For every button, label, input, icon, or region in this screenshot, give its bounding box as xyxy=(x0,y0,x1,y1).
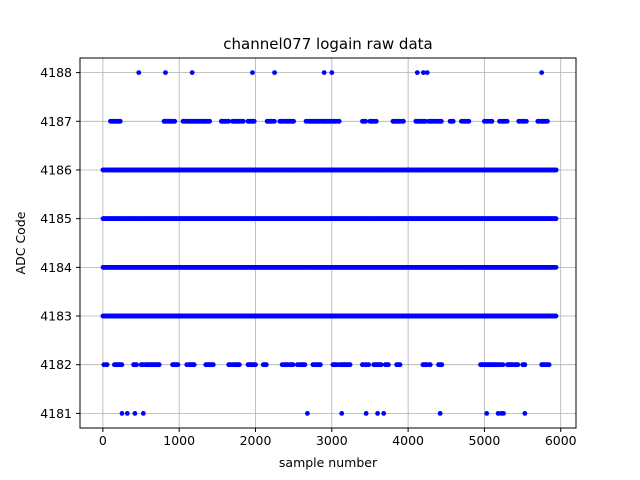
data-point xyxy=(381,410,387,416)
data-point xyxy=(424,70,430,76)
data-point xyxy=(140,410,146,416)
y-tick-label: 4181 xyxy=(40,406,72,421)
y-tick-label: 4185 xyxy=(40,211,72,226)
x-tick-label: 0 xyxy=(99,433,107,448)
y-tick-label: 4186 xyxy=(40,162,72,177)
data-point xyxy=(321,70,327,76)
data-point xyxy=(546,362,552,368)
data-point xyxy=(422,118,428,124)
data-point xyxy=(553,313,559,319)
x-tick-label: 6000 xyxy=(545,433,577,448)
data-point xyxy=(363,410,369,416)
data-point xyxy=(207,118,213,124)
y-tick-label: 4188 xyxy=(40,65,72,80)
data-point xyxy=(119,362,125,368)
data-point xyxy=(132,410,138,416)
axis-ticks: 0 1000 2000 3000 4000 5000 6000 4181 4182 4183 418… xyxy=(40,65,577,448)
data-point xyxy=(189,70,195,76)
data-point xyxy=(397,362,403,368)
data-point xyxy=(317,362,323,368)
data-point xyxy=(251,118,257,124)
y-tick-label: 4187 xyxy=(40,114,72,129)
data-point xyxy=(175,362,181,368)
data-point xyxy=(427,362,433,368)
data-point xyxy=(191,362,197,368)
data-point xyxy=(172,118,178,124)
data-point xyxy=(522,362,528,368)
y-tick-label: 4182 xyxy=(40,357,72,372)
x-tick-label: 4000 xyxy=(392,433,424,448)
data-point xyxy=(117,118,123,124)
data-point xyxy=(226,118,231,124)
data-point xyxy=(522,410,528,416)
data-point xyxy=(439,362,445,368)
data-point xyxy=(553,216,559,222)
data-point xyxy=(263,362,269,368)
y-tick-label: 4184 xyxy=(40,260,72,275)
data-point xyxy=(504,118,510,124)
data-point xyxy=(272,70,277,76)
data-point xyxy=(420,70,426,76)
data-point xyxy=(290,362,296,368)
data-point xyxy=(523,118,529,124)
data-point xyxy=(489,118,495,124)
grid xyxy=(80,58,576,428)
data-point xyxy=(373,118,379,124)
data-point xyxy=(414,70,420,76)
data-point xyxy=(339,410,345,416)
x-tick-label: 1000 xyxy=(163,433,195,448)
data-point xyxy=(366,362,372,368)
data-point xyxy=(401,118,406,124)
data-point xyxy=(515,362,521,368)
data-point xyxy=(305,410,310,416)
data-point xyxy=(375,410,380,416)
x-axis-label: sample number xyxy=(279,455,378,470)
data-point xyxy=(450,118,456,124)
data-point xyxy=(302,362,308,368)
data-point xyxy=(250,70,255,76)
data-point xyxy=(466,118,472,124)
data-point xyxy=(156,362,162,368)
data-point xyxy=(236,362,242,368)
data-point xyxy=(539,70,545,76)
data-point xyxy=(347,362,353,368)
data-point xyxy=(163,70,168,76)
data-point xyxy=(378,362,384,368)
y-tick-label: 4183 xyxy=(40,309,72,324)
data-point xyxy=(501,410,506,416)
x-tick-label: 2000 xyxy=(240,433,272,448)
data-point xyxy=(437,410,443,416)
data-point xyxy=(134,362,139,368)
data-point xyxy=(545,118,550,124)
data-point xyxy=(291,118,296,124)
data-point xyxy=(104,362,110,368)
data-point xyxy=(500,362,506,368)
data-point xyxy=(124,410,130,416)
plot-frame xyxy=(79,57,577,429)
data-point xyxy=(240,118,246,124)
data-point xyxy=(136,70,142,76)
data-point xyxy=(253,362,258,368)
data-point xyxy=(119,410,125,416)
data-point xyxy=(438,118,444,124)
data-point xyxy=(336,118,342,124)
chart-title: channel077 logain raw data xyxy=(223,35,432,53)
x-tick-label: 5000 xyxy=(469,433,501,448)
data-point xyxy=(484,410,490,416)
data-point xyxy=(329,70,335,76)
x-tick-label: 3000 xyxy=(316,433,348,448)
data-points xyxy=(100,70,559,416)
data-point xyxy=(363,118,369,124)
data-point xyxy=(553,167,559,173)
data-point xyxy=(210,362,216,368)
data-point xyxy=(385,362,391,368)
data-point xyxy=(272,118,277,124)
y-axis-label: ADC Code xyxy=(13,211,28,274)
data-point xyxy=(553,264,559,270)
